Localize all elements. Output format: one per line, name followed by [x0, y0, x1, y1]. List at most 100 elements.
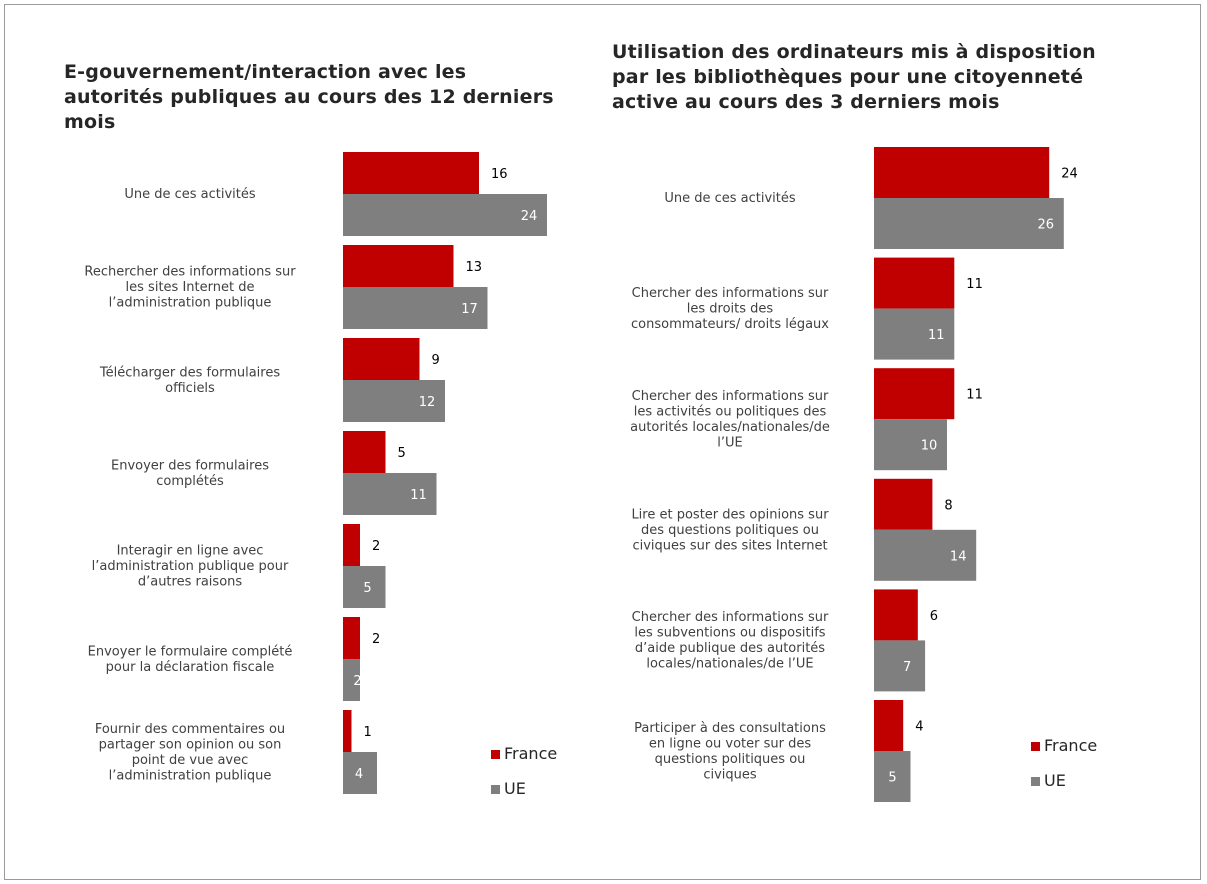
- bar-france: [343, 524, 360, 566]
- data-label-france: 6: [930, 609, 938, 624]
- category-label: Une de ces activités: [664, 191, 796, 206]
- data-label-ue: 26: [1038, 218, 1055, 233]
- data-label-france: 4: [915, 720, 923, 735]
- chart-title-egov: E-gouvernement/interaction avec les auto…: [64, 61, 554, 133]
- category-label: Interagir en ligne avec l’administration …: [92, 544, 289, 590]
- chart-title-library: Utilisation des ordinateurs mis à dispos…: [612, 41, 1096, 113]
- bar-ue: [874, 640, 926, 692]
- legend-swatch-france: [491, 750, 500, 759]
- category-label-line: Rechercher des informations sur: [84, 265, 296, 280]
- category-label: Une de ces activités: [124, 187, 256, 202]
- category-label-line: point de vue avec: [132, 753, 249, 768]
- bar-france: [343, 338, 420, 380]
- legend-label-france: France: [1044, 736, 1097, 755]
- category-label-line: Interagir en ligne avec: [117, 544, 264, 559]
- category-label-line: Envoyer des formulaires: [111, 458, 269, 473]
- bar-ue: [343, 752, 377, 794]
- category-label: Chercher des informations sur les subvent…: [632, 610, 829, 672]
- bar-france: [874, 368, 955, 420]
- category-label-line: consommateurs/ droits légaux: [631, 317, 829, 332]
- bar-france: [343, 152, 479, 194]
- bar-ue: [874, 751, 911, 802]
- bar-france: [874, 147, 1050, 198]
- category-label-line: locales/nationales/de l’UE: [646, 657, 813, 672]
- category-label-line: Participer à des consultations: [634, 721, 826, 736]
- data-label-ue: 7: [903, 660, 911, 675]
- legend-label-ue: UE: [1044, 771, 1066, 790]
- category-label-line: Une de ces activités: [124, 187, 256, 202]
- bar-france: [343, 710, 352, 752]
- legend-label-ue: UE: [504, 779, 526, 798]
- data-label-ue: 2: [353, 674, 361, 689]
- category-label-line: Télécharger des formulaires: [99, 365, 280, 380]
- category-label-line: Chercher des informations sur: [632, 286, 829, 301]
- bar-ue: [343, 380, 445, 422]
- category-label: Lire et poster des opinions sur des quest…: [631, 507, 829, 553]
- bar-ue: [343, 566, 386, 608]
- category-label-line: civiques: [703, 767, 757, 782]
- category-label-line: Envoyer le formulaire complété: [88, 644, 293, 659]
- bar-ue: [874, 198, 1064, 249]
- category-label-line: Chercher des informations sur: [632, 610, 829, 625]
- category-label: Rechercher des informations sur les sites…: [84, 265, 296, 311]
- data-label-france: 13: [466, 260, 483, 275]
- legend-swatch-ue: [491, 785, 500, 794]
- category-label: Chercher des informations sur les droits …: [631, 286, 829, 332]
- category-label-line: d’aide publique des autorités: [635, 641, 825, 656]
- bar-ue: [343, 473, 437, 515]
- legend-swatch-france: [1031, 742, 1040, 751]
- bar-france: [874, 700, 904, 751]
- bar-ue: [874, 419, 947, 471]
- data-label-france: 11: [966, 277, 983, 292]
- data-label-ue: 17: [461, 302, 478, 317]
- bar-ue: [874, 308, 955, 360]
- data-label-ue: 5: [888, 771, 896, 786]
- category-label-line: partager son opinion ou son: [99, 737, 282, 752]
- chart-frame: [4, 4, 1201, 880]
- data-label-france: 2: [372, 632, 380, 647]
- data-label-ue: 11: [410, 488, 427, 503]
- data-label-france: 5: [398, 446, 406, 461]
- data-label-ue: 12: [419, 395, 436, 410]
- bar-france: [874, 478, 933, 530]
- data-label-france: 8: [944, 498, 952, 513]
- bar-ue: [343, 659, 360, 701]
- legend-label-france: France: [504, 744, 557, 763]
- category-label: Fournir des commentaires ou partager son …: [95, 722, 285, 784]
- legend-swatch-ue: [1031, 777, 1040, 786]
- category-label-line: Lire et poster des opinions sur: [631, 507, 829, 522]
- category-label-line: l’UE: [717, 435, 742, 450]
- category-label-line: des questions politiques ou: [641, 523, 819, 538]
- category-label-line: les droits des: [687, 302, 774, 317]
- data-label-ue: 4: [355, 767, 363, 782]
- category-label-line: d’autres raisons: [138, 575, 243, 590]
- data-label-france: 9: [432, 353, 440, 368]
- category-label-line: civiques sur des sites Internet: [632, 538, 827, 553]
- category-label: Envoyer des formulaires complétés: [111, 458, 269, 489]
- category-label-line: Chercher des informations sur: [632, 389, 829, 404]
- data-label-ue: 14: [950, 549, 967, 564]
- bar-france: [874, 257, 955, 309]
- category-label-line: l’administration publique pour: [92, 559, 289, 574]
- bar-france: [343, 431, 386, 473]
- bar-ue: [343, 194, 547, 236]
- category-label-line: Fournir des commentaires ou: [95, 722, 285, 737]
- bar-ue: [343, 287, 488, 329]
- category-label-line: les subventions ou dispositifs: [634, 626, 825, 641]
- category-label-line: Une de ces activités: [664, 191, 796, 206]
- category-label-line: l’administration publique: [109, 296, 272, 311]
- data-label-france: 1: [364, 725, 372, 740]
- data-label-france: 24: [1061, 167, 1078, 182]
- bar-france: [874, 589, 918, 641]
- data-label-france: 2: [372, 539, 380, 554]
- category-label-line: en ligne ou voter sur des: [649, 736, 811, 751]
- data-label-france: 16: [491, 167, 508, 182]
- data-label-ue: 11: [928, 328, 945, 343]
- data-label-ue: 10: [921, 439, 938, 454]
- bar-france: [343, 617, 360, 659]
- category-label-line: les activités ou politiques des: [634, 404, 827, 419]
- category-label-line: questions politiques ou: [655, 752, 806, 767]
- category-label: Chercher des informations sur les activit…: [630, 389, 830, 451]
